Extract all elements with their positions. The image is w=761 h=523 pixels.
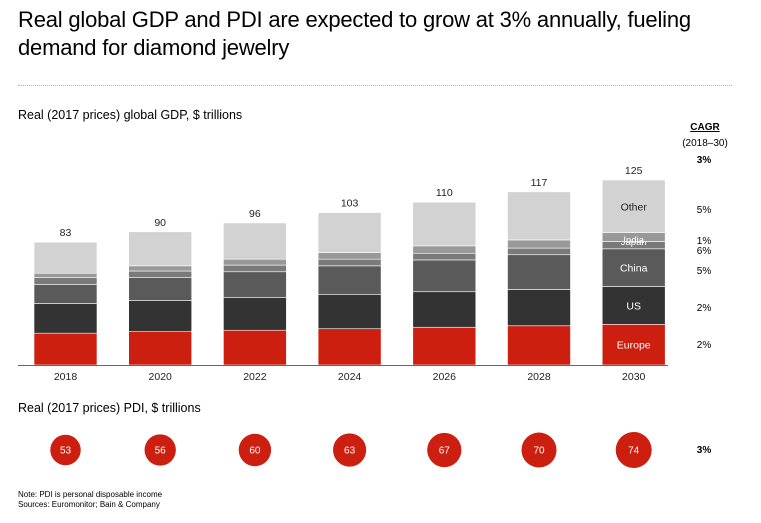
bar-segment-japan-2018 [33,277,98,285]
cagr-heading: CAGR [690,122,720,133]
pdi-value-2024: 63 [344,446,356,457]
pdi-circle-2020 [144,434,176,466]
bar-segment-europe-2020 [128,331,192,366]
bar-segment-us-2022 [223,297,287,331]
bar-segment-other-2024 [317,212,382,253]
total-label-2020: 90 [154,217,166,229]
cagr-total: 3% [696,155,712,166]
segment-label-china: China [620,263,648,275]
segment-label-us: US [626,300,641,312]
bar-segment-europe-2024 [317,328,382,366]
bar-segment-japan-2022 [223,264,287,273]
total-label-2018: 83 [60,227,72,239]
title-divider [18,85,732,86]
x-tick-2030: 2030 [622,371,646,383]
bar-segment-india-2026 [412,245,477,254]
bar-segment-china-2018 [33,284,98,304]
bar-segment-other-2026 [412,201,477,247]
bar-segment-india-2024 [317,252,382,260]
x-tick-2018: 2018 [54,371,78,383]
bar-segment-india-2018 [33,272,98,278]
pdi-value-2030: 74 [628,446,640,457]
segment-label-india: India [623,235,644,246]
bar-segment-other-2022 [223,222,287,260]
bar-segment-india-2028 [507,239,571,249]
footnote: Note: PDI is personal disposable income [18,490,163,499]
pdi-value-2020: 56 [155,446,167,457]
sources: Sources: Euromonitor; Bain & Company [18,500,160,509]
bar-segment-us-2018 [33,303,98,334]
pdi-circle-2030 [615,432,652,468]
pdi-circle-2026 [427,432,462,468]
bar-segment-europe-2022 [223,329,287,366]
cagr-china: 5% [696,266,712,277]
cagr-india: 6% [696,246,712,257]
x-tick-2022: 2022 [243,371,267,383]
cagr-us: 2% [696,303,712,314]
bar-segment-other-2018 [33,241,98,274]
total-label-2022: 96 [249,208,261,220]
bar-segment-china-2020 [128,277,192,301]
bar-segment-japan-2024 [317,258,382,267]
page-title: Real global GDP and PDI are expected to … [18,7,691,60]
pdi-value-2026: 67 [439,446,451,457]
bar-segment-europe-2026 [412,326,477,366]
bar-segment-china-2024 [317,265,382,295]
x-tick-2020: 2020 [149,371,173,383]
bar-segment-japan-2020 [128,270,192,278]
bar-segment-us-2026 [412,291,477,328]
pdi-circle-2028 [521,432,557,468]
bar-segment-other-2028 [507,191,571,241]
bar-segment-china-2028 [507,254,571,290]
bar-segment-europe-2028 [507,325,571,366]
bar-segment-us-2028 [507,289,571,327]
gdp-chart-label: Real (2017 prices) global GDP, $ trillio… [18,108,243,122]
bar-segment-us-2024 [317,294,382,330]
x-tick-2026: 2026 [433,371,457,383]
bar-segment-india-2020 [128,265,192,272]
bar-segment-japan-2026 [412,252,477,261]
bar-segment-us-2020 [128,300,192,332]
segment-label-europe: Europe [617,340,651,352]
bar-segment-japan-2028 [507,247,571,256]
pdi-circle-2022 [238,433,272,467]
cagr-japan: 1% [696,236,712,247]
segment-label-japan: Japan [621,237,647,248]
bar-segment-other-2020 [128,231,192,267]
cagr-other: 5% [696,205,712,216]
bar-segment-india-2022 [223,258,287,266]
bar-segment-china-2022 [223,271,287,298]
total-label-2024: 103 [341,198,359,210]
cagr-pdi: 3% [696,445,712,456]
bar-segment-china-2026 [412,259,477,293]
pdi-value-2022: 60 [249,446,261,457]
pdi-value-2028: 70 [533,446,545,457]
total-label-2026: 110 [436,187,453,199]
pdi-circle-2018 [50,434,81,466]
cagr-period: (2018–30) [682,138,728,149]
x-tick-2028: 2028 [527,371,551,383]
segment-label-other: Other [621,201,648,213]
bar-segment-other-2030 [601,179,666,233]
pdi-chart-label: Real (2017 prices) PDI, $ trillions [18,401,201,415]
pdi-value-2018: 53 [60,446,72,457]
x-tick-2024: 2024 [338,371,362,383]
cagr-europe: 2% [696,340,712,351]
total-label-2028: 117 [531,177,548,189]
total-label-2030: 125 [625,165,643,177]
pdi-circle-2024 [332,433,367,467]
bar-segment-europe-2018 [33,332,98,366]
